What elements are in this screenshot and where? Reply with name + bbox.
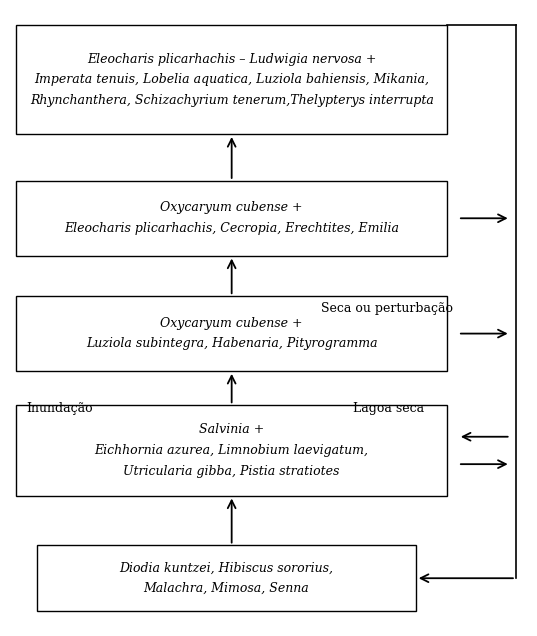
Bar bbox=[16, 25, 447, 134]
Text: Inundação: Inundação bbox=[26, 402, 93, 415]
Bar bbox=[16, 405, 447, 495]
Text: Eichhornia azurea, Limnobium laevigatum,: Eichhornia azurea, Limnobium laevigatum, bbox=[95, 444, 369, 457]
Text: Utricularia gibba, Pistia stratiotes: Utricularia gibba, Pistia stratiotes bbox=[124, 464, 340, 478]
Text: Eleocharis plicarhachis – Ludwigia nervosa +: Eleocharis plicarhachis – Ludwigia nervo… bbox=[87, 53, 376, 66]
Text: Luziola subintegra, Habenaria, Pityrogramma: Luziola subintegra, Habenaria, Pityrogra… bbox=[86, 337, 378, 350]
Text: Diodia kuntzei, Hibiscus sororius,: Diodia kuntzei, Hibiscus sororius, bbox=[119, 562, 333, 574]
Text: Eleocharis plicarhachis, Cecropia, Erechtites, Emilia: Eleocharis plicarhachis, Cecropia, Erech… bbox=[64, 222, 399, 235]
Text: Imperata tenuis, Lobelia aquatica, Luziola bahiensis, Mikania,: Imperata tenuis, Lobelia aquatica, Luzio… bbox=[34, 73, 429, 86]
Bar bbox=[16, 181, 447, 256]
Text: Rhynchanthera, Schizachyrium tenerum,Thelypterys interrupta: Rhynchanthera, Schizachyrium tenerum,The… bbox=[30, 93, 433, 107]
Bar bbox=[37, 546, 416, 611]
Text: Lagoa seca: Lagoa seca bbox=[353, 402, 424, 415]
Text: Salvinia +: Salvinia + bbox=[199, 424, 264, 436]
Text: Malachra, Mimosa, Senna: Malachra, Mimosa, Senna bbox=[143, 582, 309, 595]
Text: Oxycaryum cubense +: Oxycaryum cubense + bbox=[161, 317, 303, 330]
Text: Seca ou perturbação: Seca ou perturbação bbox=[321, 302, 453, 315]
Bar bbox=[16, 296, 447, 371]
Text: Oxycaryum cubense +: Oxycaryum cubense + bbox=[161, 202, 303, 214]
